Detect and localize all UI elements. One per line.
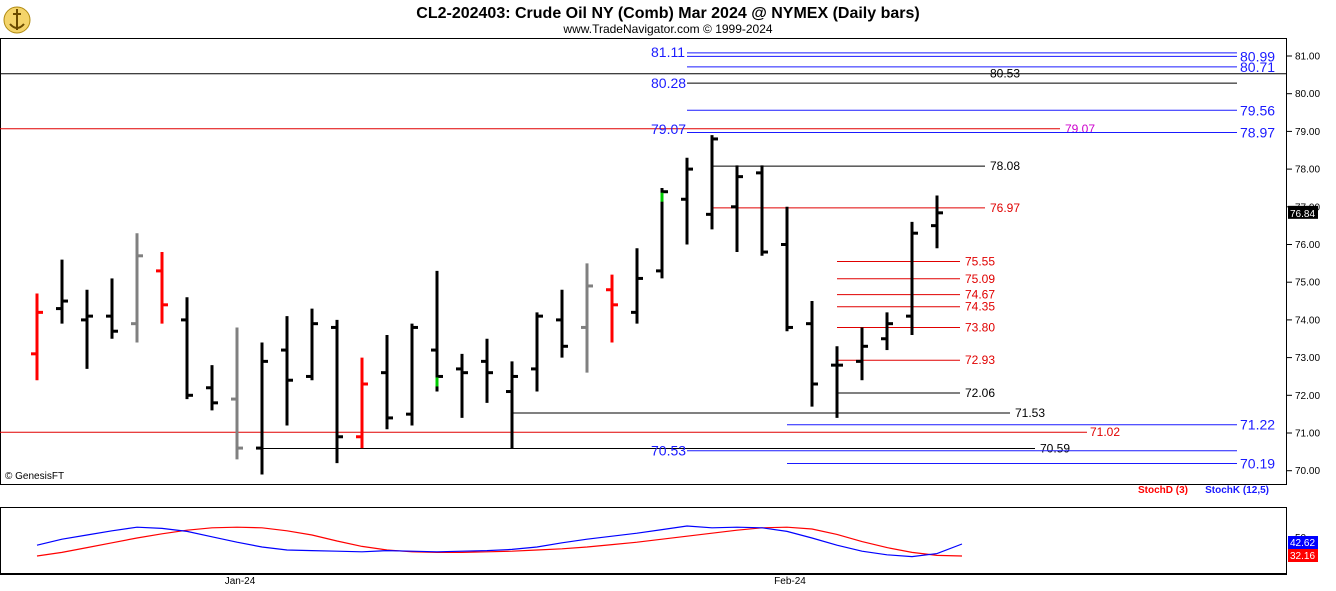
ohlc-bar — [331, 319, 343, 464]
y-tick-label: 71.00 — [1295, 429, 1320, 440]
ohlc-bar — [756, 165, 768, 256]
y-tick-label: 75.00 — [1295, 278, 1320, 289]
ohlc-bar — [906, 221, 918, 335]
level-label: 80.71 — [1240, 59, 1275, 75]
watermark-text: © GenesisFT — [5, 471, 64, 482]
level-label: 80.53 — [990, 67, 1020, 81]
stochd-value: 32.16 — [1290, 551, 1315, 562]
level-label: 73.80 — [965, 320, 995, 334]
ohlc-bar — [231, 327, 243, 460]
stochd-line — [36, 526, 963, 557]
level-label: 72.06 — [965, 386, 995, 400]
level-label: 74.35 — [965, 300, 995, 314]
ohlc-bar — [806, 301, 818, 407]
level-label: 71.22 — [1240, 417, 1275, 433]
price-axis: 81.0080.0079.0078.0077.0076.0075.0074.00… — [1287, 52, 1320, 477]
chart-title: CL2-202403: Crude Oil NY (Comb) Mar 2024… — [416, 5, 919, 22]
ohlc-bar — [506, 361, 518, 449]
ohlc-bar — [631, 248, 643, 324]
level-label: 72.93 — [965, 353, 995, 367]
ohlc-bar — [306, 308, 318, 381]
stochd-value-box — [1288, 549, 1318, 562]
x-label-feb: Feb-24 — [774, 576, 806, 587]
ohlc-bar — [81, 289, 93, 369]
ohlc-bar — [781, 206, 793, 332]
y-tick-label: 76.00 — [1295, 240, 1320, 251]
ohlc-bar — [281, 316, 293, 426]
level-label: 70.59 — [1040, 441, 1070, 455]
ohlc-bar — [881, 312, 893, 351]
level-label: 75.09 — [965, 272, 995, 286]
last-price-label: 76.84 — [1290, 209, 1315, 220]
level-label: 75.55 — [965, 254, 995, 268]
stoch-panel — [0, 507, 1287, 574]
ohlc-bar — [181, 297, 193, 400]
ohlc-bar — [31, 293, 43, 381]
level-label: 74.67 — [965, 288, 995, 302]
logo-icon — [3, 6, 31, 34]
ohlc-bar — [581, 263, 593, 373]
y-tick-label: 80.00 — [1295, 89, 1320, 100]
ohlc-bar — [531, 312, 543, 392]
ohlc-bar — [431, 270, 443, 392]
ohlc-bar — [206, 365, 218, 411]
last-price-box — [1288, 205, 1318, 219]
chart-subtitle: www.TradeNavigator.com © 1999-2024 — [562, 22, 772, 36]
legend-stochk: StochK (12,5) — [1205, 485, 1269, 496]
legend-stochd: StochD (3) — [1138, 485, 1188, 496]
stochk-value: 42.62 — [1290, 538, 1315, 549]
ohlc-bar — [456, 353, 468, 418]
ohlc-bar — [381, 334, 393, 430]
left-level-label: 80.28 — [651, 75, 686, 91]
level-label: 78.97 — [1240, 125, 1275, 141]
stochk-line — [36, 525, 963, 558]
ohlc-bar — [706, 135, 718, 230]
level-label: 80.99 — [1240, 48, 1275, 64]
left-level-label: 70.53 — [651, 443, 686, 459]
left-level-label: 81.11 — [651, 44, 685, 60]
ohlc-bar — [831, 346, 843, 418]
ohlc-bar — [356, 357, 368, 449]
x-label-jan: Jan-24 — [225, 576, 256, 587]
y-tick-label: 78.00 — [1295, 165, 1320, 176]
level-label: 70.19 — [1240, 456, 1275, 472]
y-tick-label: 79.00 — [1295, 127, 1320, 138]
ohlc-bar — [606, 274, 618, 343]
ohlc-bar — [481, 338, 493, 403]
ohlc-bar — [556, 289, 568, 358]
ohlc-bar — [731, 165, 743, 253]
ohlc-bar — [131, 233, 143, 343]
y-tick-label: 72.00 — [1295, 391, 1320, 402]
price-bars — [31, 135, 943, 475]
left-level-label: 79.07 — [651, 121, 686, 137]
y-tick-label: 74.00 — [1295, 315, 1320, 326]
ohlc-bar — [56, 259, 68, 324]
ohlc-bar — [106, 278, 118, 339]
ohlc-bar — [856, 327, 868, 381]
level-label: 78.08 — [990, 159, 1020, 173]
ohlc-bar — [156, 252, 168, 324]
ohlc-bar — [406, 323, 418, 426]
price-panel — [0, 38, 1287, 485]
level-label: 76.97 — [990, 201, 1020, 215]
y-tick-label: 81.00 — [1295, 52, 1320, 63]
level-label: 71.53 — [1015, 406, 1045, 420]
level-label: 71.02 — [1090, 425, 1120, 439]
y-tick-label: 70.00 — [1295, 466, 1320, 477]
ohlc-bar — [681, 157, 693, 245]
stochk-value-box — [1288, 536, 1318, 549]
ohlc-bar — [256, 342, 268, 475]
y-tick-label: 73.00 — [1295, 353, 1320, 364]
ohlc-bar — [656, 187, 668, 279]
level-label: 79.56 — [1240, 102, 1275, 118]
ohlc-bar — [931, 195, 943, 249]
level-label: 79.07 — [1065, 122, 1095, 136]
